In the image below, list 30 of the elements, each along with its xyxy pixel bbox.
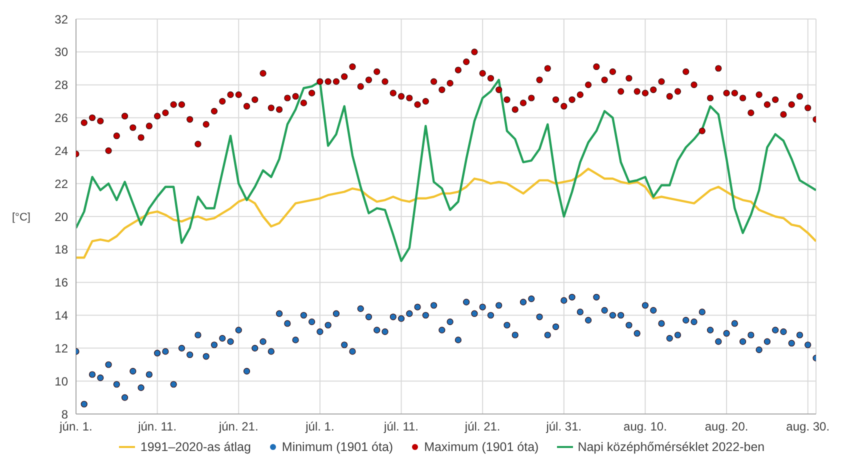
x-tick-label: aug. 10. [624, 420, 667, 434]
x-tick-label: jún. 1. [58, 420, 92, 434]
y-tick-label: 32 [54, 12, 68, 26]
legend-label: Napi középhőmérséklet 2022-ben [578, 440, 765, 454]
x-tick-label: jún. 11. [137, 420, 177, 434]
x-tick-label: júl. 1. [304, 420, 334, 434]
y-tick-label: 20 [54, 210, 68, 224]
legend-label: Minimum (1901 óta) [282, 440, 394, 454]
y-tick-label: 26 [54, 111, 68, 126]
x-tick-label: júl. 11. [383, 420, 419, 434]
y-axis-title: [°C] [12, 212, 30, 224]
y-tick-label: 28 [54, 78, 68, 92]
line-series [76, 168, 816, 259]
x-tick-label: jún. 21. [218, 420, 258, 434]
y-tick-label: 12 [54, 341, 68, 356]
y-tick-label: 8 [61, 407, 68, 422]
legend-label: 1991–2020-as átlag [140, 440, 251, 454]
x-tick-label: júl. 21. [464, 420, 500, 434]
y-tick-label: 30 [54, 45, 68, 60]
y-tick-label: 18 [54, 242, 68, 257]
y-tick-label: 10 [54, 374, 68, 388]
x-tick-label: júl. 31. [545, 420, 582, 434]
y-tick-label: 24 [54, 144, 68, 158]
x-tick-label: aug. 30. [786, 420, 830, 434]
y-tick-label: 22 [54, 176, 68, 191]
y-tick-label: 16 [54, 276, 68, 290]
y-tick-label: 14 [54, 308, 68, 323]
legend-label: Maximum (1901 óta) [424, 440, 539, 454]
line-series [76, 78, 816, 262]
x-tick-label: aug. 20. [704, 420, 748, 434]
